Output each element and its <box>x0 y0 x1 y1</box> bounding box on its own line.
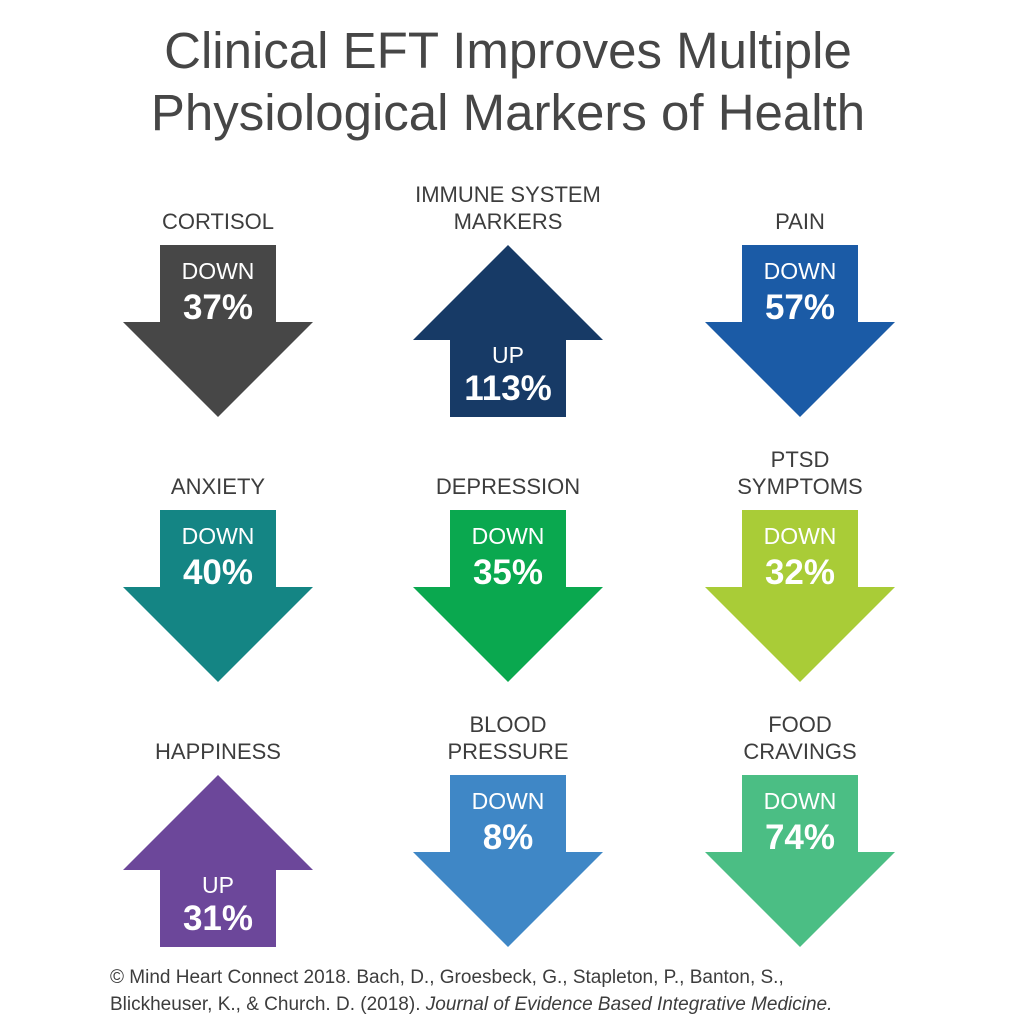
food-cravings-label-line: FOOD <box>768 712 832 737</box>
anxiety-arrow: DOWN 40% <box>123 510 313 682</box>
down-arrow-shape <box>705 510 895 682</box>
anxiety-label: ANXIETY <box>88 473 348 500</box>
page-title: Clinical EFT Improves Multiple Physiolog… <box>0 20 1016 144</box>
happiness-label-line: HAPPINESS <box>155 739 281 764</box>
citation-line-2: Blickheuser, K., & Church. D. (2018). Jo… <box>110 991 990 1018</box>
anxiety-label-line: ANXIETY <box>170 474 266 499</box>
blood-pressure-label: BLOOD PRESSURE <box>378 711 638 765</box>
happiness-label: HAPPINESS <box>88 738 348 765</box>
happiness-direction: UP <box>202 872 234 898</box>
immune-system-markers-label-line: MARKERS <box>453 209 563 234</box>
citation-journal: Journal of Evidence Based Integrative Me… <box>425 994 833 1015</box>
depression-label-line: DEPRESSION <box>435 474 581 499</box>
pain-arrow: DOWN 57% <box>705 245 895 417</box>
down-arrow-shape <box>705 245 895 417</box>
ptsd-symptoms-value: 32% <box>765 553 835 592</box>
down-arrow-shape <box>413 510 603 682</box>
immune-system-markers-label: IMMUNE SYSTEM MARKERS <box>378 181 638 235</box>
pain-direction: DOWN <box>764 258 837 284</box>
cortisol-direction: DOWN <box>182 258 255 284</box>
food-cravings-label-line: CRAVINGS <box>743 739 857 764</box>
pain-label: PAIN <box>670 208 930 235</box>
cortisol-label: CORTISOL <box>88 208 348 235</box>
food-cravings-label: FOOD CRAVINGS <box>670 711 930 765</box>
cortisol-label-line: CORTISOL <box>161 209 275 234</box>
citation-authors: Blickheuser, K., & Church. D. (2018). <box>110 994 426 1015</box>
ptsd-symptoms-label-line: SYMPTOMS <box>737 474 863 499</box>
anxiety-value: 40% <box>183 553 253 592</box>
ptsd-symptoms-direction: DOWN <box>764 523 837 549</box>
citation-line-1: © Mind Heart Connect 2018. Bach, D., Gro… <box>110 967 784 988</box>
cortisol-value: 37% <box>183 288 253 327</box>
blood-pressure-value: 8% <box>483 818 534 857</box>
immune-system-markers-label-line: IMMUNE SYSTEM <box>415 182 601 207</box>
down-arrow-shape <box>413 775 603 947</box>
immune-system-markers-value: 113% <box>464 369 552 408</box>
down-arrow-shape <box>123 245 313 417</box>
depression-arrow: DOWN 35% <box>413 510 603 682</box>
ptsd-symptoms-label: PTSD SYMPTOMS <box>670 446 930 500</box>
title-line-1: Clinical EFT Improves Multiple <box>164 22 852 79</box>
citation: © Mind Heart Connect 2018. Bach, D., Gro… <box>110 964 990 1018</box>
food-cravings-arrow: DOWN 74% <box>705 775 895 947</box>
down-arrow-shape <box>123 510 313 682</box>
blood-pressure-label-line: BLOOD <box>469 712 547 737</box>
up-arrow-shape <box>413 245 603 417</box>
ptsd-symptoms-label-line: PTSD <box>770 447 830 472</box>
anxiety-direction: DOWN <box>182 523 255 549</box>
food-cravings-direction: DOWN <box>764 788 837 814</box>
immune-system-markers-direction: UP <box>492 342 524 368</box>
down-arrow-shape <box>705 775 895 947</box>
depression-value: 35% <box>473 553 543 592</box>
cortisol-arrow: DOWN 37% <box>123 245 313 417</box>
title-line-2: Physiological Markers of Health <box>150 84 866 141</box>
blood-pressure-label-line: PRESSURE <box>447 739 569 764</box>
depression-label: DEPRESSION <box>378 473 638 500</box>
blood-pressure-direction: DOWN <box>472 788 545 814</box>
happiness-value: 31% <box>183 899 253 938</box>
pain-label-line: PAIN <box>775 209 825 234</box>
depression-direction: DOWN <box>472 523 545 549</box>
ptsd-symptoms-arrow: DOWN 32% <box>705 510 895 682</box>
pain-value: 57% <box>765 288 835 327</box>
blood-pressure-arrow: DOWN 8% <box>413 775 603 947</box>
food-cravings-value: 74% <box>765 818 835 857</box>
up-arrow-shape <box>123 775 313 947</box>
